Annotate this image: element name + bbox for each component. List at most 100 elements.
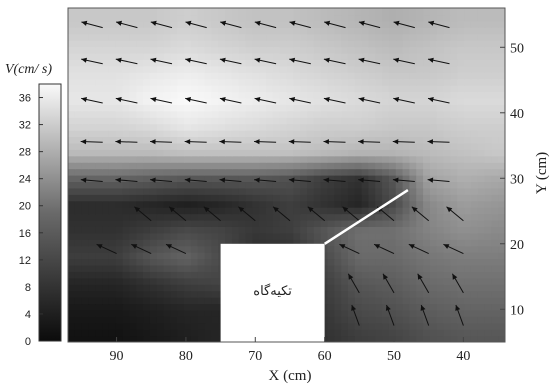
contour-cell bbox=[382, 46, 390, 54]
contour-cell bbox=[74, 33, 83, 41]
contour-cell bbox=[450, 14, 458, 22]
contour-cell bbox=[402, 284, 411, 292]
contour-cell bbox=[81, 149, 90, 157]
contour-cell bbox=[464, 277, 472, 285]
contour-cell bbox=[375, 104, 383, 112]
velocity-vector-head bbox=[254, 20, 261, 26]
velocity-vector-head bbox=[150, 57, 157, 63]
contour-cell bbox=[81, 123, 90, 131]
contour-cell bbox=[266, 52, 274, 60]
contour-cell bbox=[252, 97, 260, 105]
contour-cell bbox=[491, 91, 499, 99]
contour-cell bbox=[204, 297, 212, 305]
x-tick-label: 90 bbox=[110, 349, 124, 364]
contour-cell bbox=[470, 252, 479, 260]
contour-cell bbox=[347, 187, 356, 195]
contour-cell bbox=[443, 290, 451, 298]
contour-cell bbox=[272, 117, 281, 125]
contour-cell bbox=[450, 52, 458, 60]
contour-cell bbox=[334, 335, 342, 342]
contour-cell bbox=[163, 252, 172, 260]
contour-cell bbox=[313, 65, 322, 73]
contour-cell bbox=[231, 20, 240, 28]
contour-cell bbox=[266, 78, 274, 86]
contour-cell bbox=[218, 110, 226, 118]
contour-cell bbox=[156, 303, 165, 311]
contour-cell bbox=[266, 200, 274, 208]
contour-cell bbox=[436, 78, 445, 86]
contour-cell bbox=[300, 168, 308, 176]
contour-cell bbox=[122, 194, 131, 202]
contour-cell bbox=[163, 14, 172, 22]
contour-cell bbox=[470, 33, 479, 41]
contour-cell bbox=[416, 117, 424, 125]
contour-cell bbox=[102, 322, 110, 330]
contour-cell bbox=[327, 200, 335, 208]
contour-cell bbox=[149, 252, 158, 260]
contour-cell bbox=[464, 322, 472, 330]
contour-cell bbox=[184, 213, 192, 221]
contour-cell bbox=[266, 91, 274, 99]
contour-cell bbox=[450, 239, 458, 247]
contour-cell bbox=[470, 175, 479, 183]
contour-cell bbox=[436, 245, 445, 253]
contour-cell bbox=[354, 162, 363, 170]
contour-cell bbox=[163, 290, 172, 298]
contour-cell bbox=[115, 264, 124, 272]
contour-cell bbox=[266, 162, 274, 170]
contour-cell bbox=[498, 239, 505, 247]
contour-cell bbox=[334, 27, 342, 35]
contour-cell bbox=[341, 110, 349, 118]
contour-cell bbox=[402, 258, 411, 266]
contour-cell bbox=[470, 239, 479, 247]
contour-cell bbox=[211, 194, 219, 202]
contour-cell bbox=[320, 168, 329, 176]
contour-cell bbox=[388, 162, 397, 170]
contour-cell bbox=[231, 187, 240, 195]
contour-cell bbox=[95, 303, 103, 311]
contour-cell bbox=[382, 85, 390, 93]
contour-cell bbox=[122, 245, 131, 253]
contour-cell bbox=[88, 27, 96, 35]
contour-cell bbox=[143, 168, 151, 176]
contour-cell bbox=[443, 14, 451, 22]
contour-cell bbox=[423, 252, 431, 260]
contour-cell bbox=[423, 175, 431, 183]
contour-cell bbox=[149, 104, 158, 112]
contour-cell bbox=[184, 130, 192, 138]
contour-cell bbox=[170, 162, 178, 170]
contour-cell bbox=[163, 194, 172, 202]
contour-cell bbox=[361, 142, 370, 150]
contour-cell bbox=[361, 284, 370, 292]
contour-cell bbox=[327, 316, 335, 324]
contour-cell bbox=[375, 85, 383, 93]
contour-cell bbox=[170, 59, 178, 67]
contour-cell bbox=[498, 14, 505, 22]
contour-cell bbox=[491, 232, 499, 240]
contour-cell bbox=[143, 239, 151, 247]
contour-cell bbox=[122, 27, 131, 35]
contour-cell bbox=[218, 8, 226, 16]
contour-cell bbox=[177, 335, 185, 342]
contour-cell bbox=[211, 117, 219, 125]
contour-cell bbox=[375, 213, 383, 221]
contour-cell bbox=[197, 194, 206, 202]
contour-cell bbox=[361, 78, 370, 86]
contour-cell bbox=[136, 232, 144, 240]
contour-cell bbox=[382, 20, 390, 28]
contour-cell bbox=[361, 20, 370, 28]
contour-cell bbox=[368, 290, 376, 298]
contour-cell bbox=[402, 303, 411, 311]
contour-cell bbox=[498, 271, 505, 279]
velocity-vector-head bbox=[288, 177, 295, 183]
contour-cell bbox=[313, 136, 322, 144]
contour-cell bbox=[416, 335, 424, 342]
contour-cell bbox=[484, 175, 492, 183]
contour-cell bbox=[464, 110, 472, 118]
contour-cell bbox=[177, 219, 185, 227]
contour-cell bbox=[245, 72, 253, 80]
contour-cell bbox=[388, 149, 397, 157]
contour-cell bbox=[272, 239, 281, 247]
contour-cell bbox=[136, 213, 144, 221]
contour-cell bbox=[368, 20, 376, 28]
